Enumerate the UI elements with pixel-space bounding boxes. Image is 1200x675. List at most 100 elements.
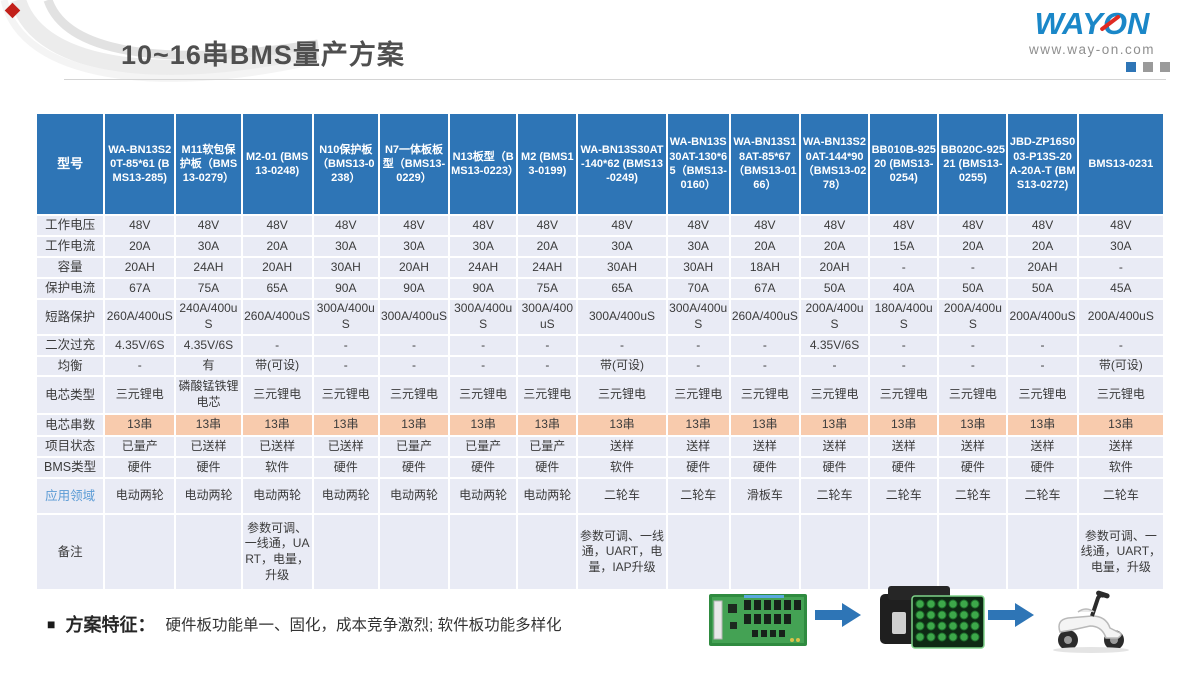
table-cell: 20AH <box>1006 256 1079 279</box>
row-label: 工作电流 <box>34 235 106 258</box>
table-cell: - <box>448 334 519 357</box>
row-label: 保护电流 <box>34 277 106 300</box>
table-cell: 二轮车 <box>937 477 1009 515</box>
table-cell: 二轮车 <box>576 477 668 515</box>
table-cell: 三元锂电 <box>516 375 579 415</box>
row-label: BMS类型 <box>34 456 106 479</box>
row-label: 容量 <box>34 256 106 279</box>
table-cell: 13串 <box>728 413 801 437</box>
table-cell: - <box>311 334 380 357</box>
table-cell: 48V <box>576 214 668 237</box>
table-cell: 电动两轮 <box>311 477 380 515</box>
table-cell: 300A/400uS <box>448 298 519 336</box>
table-cell: 13串 <box>174 413 243 437</box>
table-cell: 硬件 <box>798 456 871 479</box>
table-cell: 已量产 <box>448 435 519 458</box>
model-header: M2 (BMS13-0199) <box>516 112 579 216</box>
table-cell <box>377 513 451 591</box>
table-row: 短路保护 260A/400uS 240A/400uS 260A/400uS 300A/4… <box>34 298 1166 336</box>
table-cell: 24AH <box>516 256 579 279</box>
table-cell <box>798 513 871 591</box>
table-cell: 20A <box>240 235 314 258</box>
table-cell: - <box>665 334 731 357</box>
model-header: WA-BN13S20T-85*61 (BMS13-285) <box>103 112 177 216</box>
table-cell: 二轮车 <box>798 477 871 515</box>
table-cell: 参数可调、一线通，UART，电量，升级 <box>240 513 314 591</box>
table-row: 均衡 - 有带(可设) - - - - 带(可设) - - - - - - 带(可设) <box>34 355 1166 377</box>
table-cell: 30A <box>1076 235 1166 258</box>
model-header: JBD-ZP16S003-P13S-20A-20A-T (BMS13-0272) <box>1006 112 1079 216</box>
table-cell: 20A <box>516 235 579 258</box>
row-label: 电芯串数 <box>34 413 106 437</box>
table-cell: 45A <box>1076 277 1166 300</box>
table-cell: 90A <box>311 277 380 300</box>
table-row: 工作电压 48V 48V 48V 48V 48V 48V 48V 48V 48V 48V 48V 48V… <box>34 214 1166 237</box>
table-cell: 48V <box>728 214 801 237</box>
table-cell: 20A <box>103 235 177 258</box>
gray-square-icon <box>1143 62 1153 72</box>
row-label: 二次过充 <box>34 334 106 357</box>
table-cell: 电动两轮 <box>377 477 451 515</box>
model-header: N13板型（BMS13-0223） <box>448 112 519 216</box>
table-cell: 30AH <box>665 256 731 279</box>
wayon-logo: WAYON www.way-on.com <box>1012 8 1172 72</box>
electric-scooter-image <box>1053 590 1129 653</box>
table-cell: 二轮车 <box>665 477 731 515</box>
table-cell: 13串 <box>798 413 871 437</box>
model-header: BMS13-0231 <box>1076 112 1166 216</box>
table-cell: 硬件 <box>103 456 177 479</box>
table-cell: 三元锂电 <box>576 375 668 415</box>
row-label: 应用领域 <box>34 477 106 515</box>
table-cell: - <box>868 256 940 279</box>
model-header: WA-BN13S30AT-140*62 (BMS13-0249) <box>576 112 668 216</box>
title-divider <box>64 79 1166 80</box>
table-cell: 13串 <box>516 413 579 437</box>
product-flow <box>700 580 1170 660</box>
model-header: BB010B-92520 (BMS13-0254) <box>868 112 940 216</box>
table-cell: 电动两轮 <box>448 477 519 515</box>
table-cell: 50A <box>937 277 1009 300</box>
table-cell: 已送样 <box>240 435 314 458</box>
table-row: 容量 20AH 24AH 20AH 30AH 20AH 24AH 24AH 30AH 30AH 18… <box>34 256 1166 279</box>
table-cell: 20A <box>798 235 871 258</box>
table-cell: 三元锂电 <box>728 375 801 415</box>
flow-arrow-icon <box>815 603 861 627</box>
table-cell: 90A <box>448 277 519 300</box>
table-cell <box>1006 513 1079 591</box>
table-cell: 20AH <box>103 256 177 279</box>
row-label: 电芯类型 <box>34 375 106 415</box>
table-cell: 硬件 <box>868 456 940 479</box>
row-label: 项目状态 <box>34 435 106 458</box>
table-cell: 三元锂电 <box>1076 375 1166 415</box>
table-cell: - <box>868 334 940 357</box>
model-header: WA-BN13S18AT-85*67（BMS13-0166） <box>728 112 801 216</box>
square-bullet-icon: ■ <box>47 616 56 632</box>
table-cell: 13串 <box>1006 413 1079 437</box>
table-cell: 有 <box>174 355 243 377</box>
table-cell: 三元锂电 <box>937 375 1009 415</box>
table-cell: 48V <box>868 214 940 237</box>
table-cell: 硬件 <box>516 456 579 479</box>
table-cell: 三元锂电 <box>1006 375 1079 415</box>
table-cell: 20A <box>1006 235 1079 258</box>
table-cell: 20AH <box>377 256 451 279</box>
table-cell: 20A <box>937 235 1009 258</box>
table-cell: 已量产 <box>516 435 579 458</box>
table-cell: 65A <box>240 277 314 300</box>
table-cell: 75A <box>516 277 579 300</box>
table-cell: 300A/400uS <box>665 298 731 336</box>
bms-pcb-board-image <box>709 594 807 646</box>
page-title: 10~16串BMS量产方案 <box>121 40 405 70</box>
model-header: M11软包保护板（BMS13-0279） <box>174 112 243 216</box>
model-header: N7一体板板型（BMS13-0229） <box>377 112 451 216</box>
table-cell: 二轮车 <box>1006 477 1079 515</box>
table-cell: 13串 <box>448 413 519 437</box>
table-cell: - <box>377 334 451 357</box>
battery-pack-image <box>880 586 985 649</box>
table-cell: 带(可设) <box>1076 355 1166 377</box>
feature-text: 硬件板功能单一、固化，成本竞争激烈; 软件板功能多样化 <box>165 617 562 634</box>
table-cell: 20AH <box>240 256 314 279</box>
table-cell: - <box>1076 256 1166 279</box>
table-cell: 参数可调、一线通，UART，电量，升级 <box>1076 513 1166 591</box>
